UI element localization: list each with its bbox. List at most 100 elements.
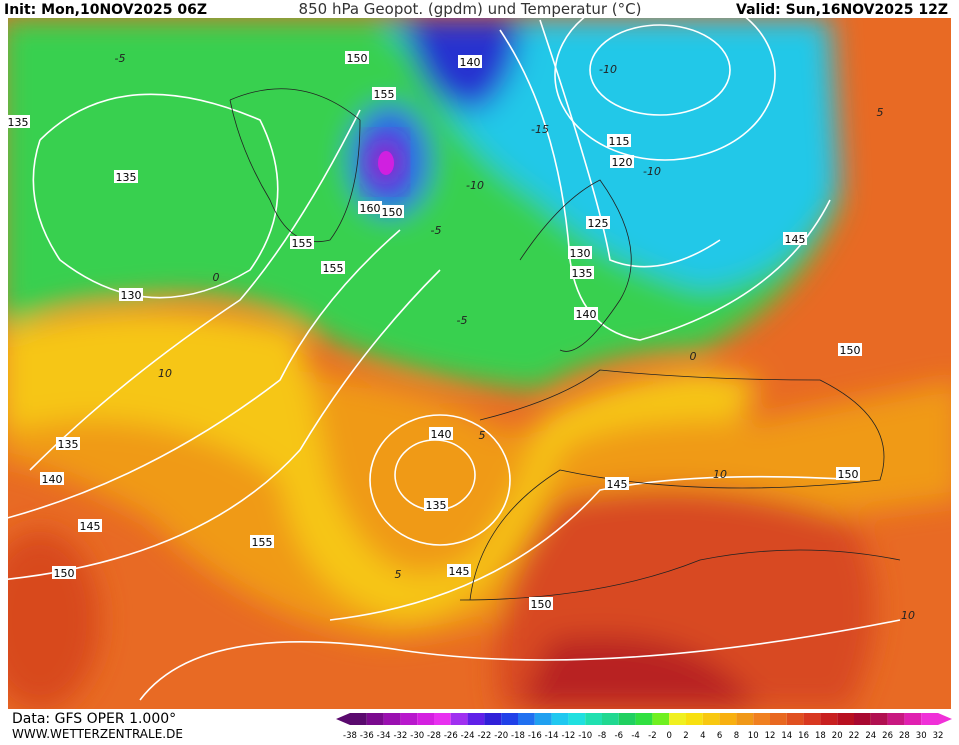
temperature-label: 10 [158, 367, 172, 380]
temperature-label: -15 [531, 123, 549, 136]
scale-box [366, 713, 384, 725]
scale-label: -26 [444, 731, 458, 741]
scale-label: -16 [528, 731, 542, 741]
scale-label: 4 [700, 731, 705, 741]
scale-label: -30 [410, 731, 424, 741]
temperature-label: 0 [213, 271, 220, 284]
scale-box [602, 713, 619, 725]
scale-label: -8 [598, 731, 606, 741]
scale-label: 32 [933, 731, 944, 741]
scale-box [904, 713, 922, 725]
temperature-label: -10 [643, 165, 661, 178]
scale-box [686, 713, 703, 725]
scale-box [551, 713, 569, 725]
scale-box [585, 713, 602, 725]
height-label: 150 [531, 598, 552, 611]
height-label: 135 [8, 116, 29, 129]
scale-box [568, 713, 586, 725]
label-bg [250, 535, 274, 548]
label-bg [424, 498, 448, 511]
height-label: 145 [449, 565, 470, 578]
scale-arrow-left [336, 713, 350, 725]
temperature-label: -5 [115, 52, 126, 65]
scale-box [534, 713, 552, 725]
valid-time: Valid: Sun,16NOV2025 12Z [736, 2, 948, 18]
scale-label: -2 [648, 731, 656, 741]
scale-arrow-right [938, 713, 952, 725]
temperature-label: 10 [713, 468, 727, 481]
label-bg [372, 87, 396, 100]
height-label: 135 [426, 499, 447, 512]
temperature-label: -10 [466, 179, 484, 192]
label-bg [380, 205, 404, 218]
label-bg [458, 55, 482, 68]
scale-label: 16 [798, 731, 809, 741]
scale-box [417, 713, 434, 725]
height-label: 120 [612, 156, 633, 169]
temperature-label: 5 [877, 106, 884, 119]
height-label: 155 [252, 536, 273, 549]
height-label: 135 [116, 171, 137, 184]
scale-box [736, 713, 754, 725]
scale-box [854, 713, 871, 725]
height-label: 135 [58, 438, 79, 451]
label-bg [78, 519, 102, 532]
temperature-label: 10 [901, 609, 915, 622]
scale-label: 14 [781, 731, 792, 741]
height-label: 160 [360, 202, 381, 215]
scale-box [652, 713, 670, 725]
website: WWW.WETTERZENTRALE.DE [12, 727, 183, 741]
label-bg [358, 201, 382, 214]
height-label: 140 [431, 428, 452, 441]
label-bg [119, 288, 143, 301]
scale-box [484, 713, 502, 725]
scale-label: -12 [561, 731, 575, 741]
scale-box [921, 713, 938, 725]
init-time: Init: Mon,10NOV2025 06Z [4, 2, 207, 18]
temperature-label: 5 [395, 568, 402, 581]
scale-label: 8 [734, 731, 739, 741]
scale-label: -24 [461, 731, 475, 741]
height-label: 145 [80, 520, 101, 533]
scale-box [702, 713, 720, 725]
temperature-label: 0 [690, 350, 697, 363]
scale-box [753, 713, 770, 725]
scale-box [870, 713, 888, 725]
label-bg [836, 467, 860, 480]
label-bg [6, 115, 30, 128]
chart-title: 850 hPa Geopot. (gpdm) und Temperatur (°… [299, 0, 642, 18]
label-bg [838, 343, 862, 356]
height-label: 150 [382, 206, 403, 219]
scale-box [887, 713, 905, 725]
label-bg [429, 427, 453, 440]
height-label: 115 [609, 135, 630, 148]
height-label: 155 [292, 237, 313, 250]
scale-box [467, 713, 485, 725]
scale-box [434, 713, 451, 725]
label-bg [607, 134, 631, 147]
scale-box [635, 713, 653, 725]
label-bg [529, 597, 553, 610]
label-bg [568, 246, 592, 259]
label-bg [447, 564, 471, 577]
label-bg [570, 266, 594, 279]
scale-label: 24 [865, 731, 876, 741]
scale-label: 28 [899, 731, 910, 741]
height-label: 145 [785, 233, 806, 246]
label-bg [290, 236, 314, 249]
scale-label: -4 [631, 731, 639, 741]
scale-label: -18 [511, 731, 525, 741]
height-label: 150 [347, 52, 368, 65]
height-label: 150 [54, 567, 75, 580]
scale-box [719, 713, 737, 725]
temperature-label: -5 [431, 224, 442, 237]
data-source: Data: GFS OPER 1.000° [12, 711, 176, 727]
temperature-label: -10 [599, 63, 617, 76]
scale-label: 2 [683, 731, 688, 741]
label-bg [40, 472, 64, 485]
label-bg [52, 566, 76, 579]
scale-label: -10 [578, 731, 592, 741]
scale-label: 22 [849, 731, 860, 741]
scale-label: 18 [815, 731, 826, 741]
